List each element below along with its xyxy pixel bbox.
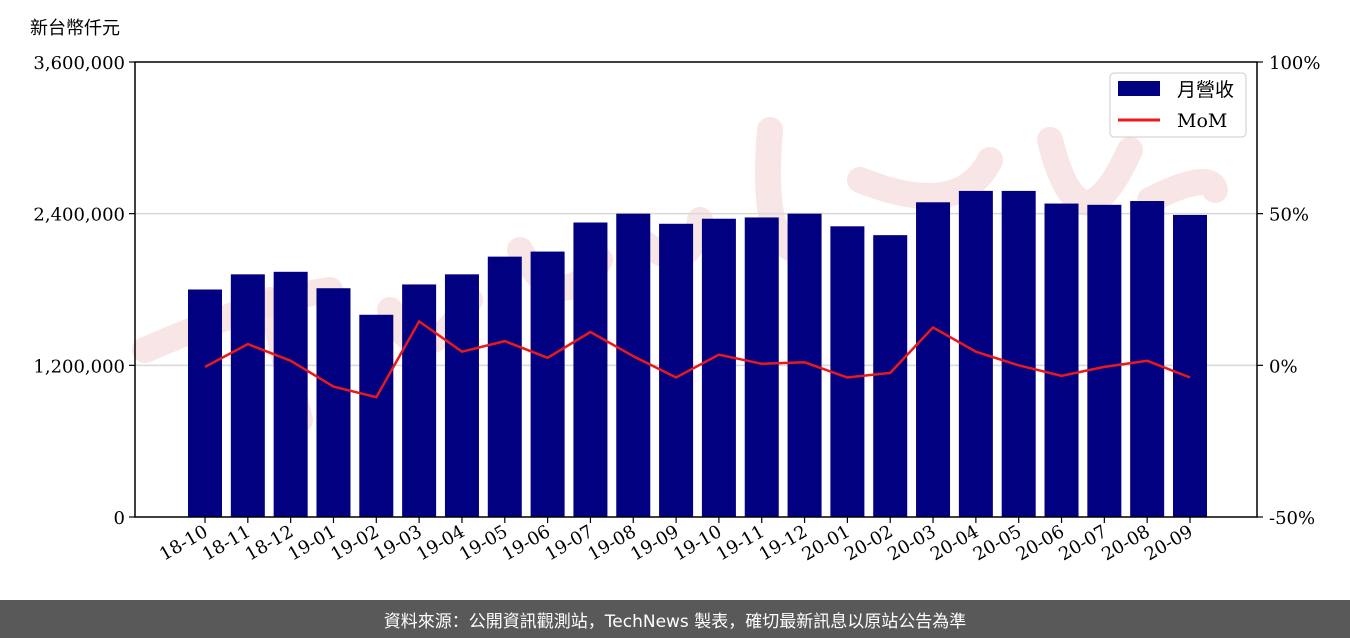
x-tick-label: 19-02: [327, 521, 382, 565]
x-tick-label: 19-01: [285, 521, 340, 565]
bar-19-01: [316, 288, 351, 517]
bar-20-07: [1087, 204, 1122, 517]
bar-18-12: [273, 271, 308, 517]
left-y-axis: 0 1,200,000 2,400,000 3,600,000: [33, 53, 135, 529]
x-tick-label: 19-10: [670, 521, 725, 565]
x-tick-label: 19-11: [713, 521, 768, 565]
bar-20-09: [1173, 214, 1207, 518]
bar-19-05: [487, 256, 522, 517]
bar-18-10: [188, 289, 222, 517]
legend: 月營收 MoM: [1109, 72, 1247, 138]
x-tick-label: 19-08: [584, 521, 639, 565]
x-tick-label: 20-09: [1141, 521, 1196, 565]
right-tick-label: -50%: [1269, 508, 1315, 529]
x-tick-label: 18-12: [242, 521, 297, 565]
x-tick-label: 20-05: [970, 521, 1025, 565]
chart: 新台幣仟元 0 1,200,000 2,400,000 3,600,000 -50% 0…: [30, 18, 1320, 565]
bar-19-04: [444, 274, 479, 517]
bar-20-08: [1130, 201, 1165, 517]
left-tick-label: 0: [114, 508, 125, 529]
x-tick-label: 19-07: [541, 521, 596, 565]
legend-bar-swatch: [1118, 81, 1160, 96]
footer-source-note: 資料來源：公開資訊觀測站，TechNews 製表，確切最新訊息以原站公告為準: [0, 600, 1350, 638]
x-tick-label: 19-12: [756, 521, 811, 565]
x-tick-label: 19-04: [413, 521, 468, 565]
bar-18-11: [230, 274, 265, 517]
bar-20-01: [830, 226, 865, 518]
bar-series: [188, 190, 1207, 518]
x-tick-label: 20-04: [927, 521, 982, 565]
legend-label-revenue: 月營收: [1177, 79, 1234, 101]
x-tick-label: 19-05: [456, 521, 511, 565]
bar-19-10: [701, 218, 736, 517]
bar-19-02: [359, 314, 394, 517]
legend-label-mom: MoM: [1177, 110, 1227, 132]
y-axis-unit-label: 新台幣仟元: [30, 18, 120, 39]
left-tick-label: 1,200,000: [33, 356, 125, 377]
bar-19-03: [402, 284, 437, 517]
bar-19-07: [573, 222, 608, 517]
x-tick-label: 19-09: [627, 521, 682, 565]
bar-20-06: [1044, 203, 1079, 518]
right-tick-label: 0%: [1269, 356, 1298, 377]
x-tick-label: 20-08: [1098, 521, 1153, 565]
bar-19-06: [530, 251, 565, 518]
x-tick-label: 18-10: [156, 521, 211, 565]
bar-20-03: [916, 202, 951, 517]
mom-line-series: [204, 319, 1191, 399]
x-tick-label: 19-03: [370, 521, 425, 565]
right-tick-label: 50%: [1269, 205, 1309, 226]
plot-frame: [134, 61, 1258, 518]
right-tick-label: 100%: [1269, 53, 1320, 74]
x-tick-label: 20-03: [884, 521, 939, 565]
bar-20-02: [873, 235, 908, 517]
right-y-axis: -50% 0% 50% 100%: [1257, 53, 1320, 529]
bar-19-08: [616, 213, 651, 517]
x-axis: 18-1018-1118-1219-0119-0219-0319-0419-05…: [156, 517, 1197, 565]
x-tick-label: 18-11: [199, 521, 254, 565]
left-tick-label: 3,600,000: [33, 53, 125, 74]
bar-20-05: [1001, 190, 1036, 517]
x-tick-label: 20-02: [841, 521, 896, 565]
x-tick-label: 20-06: [1013, 521, 1068, 565]
bar-20-04: [958, 190, 993, 517]
x-tick-label: 20-07: [1055, 521, 1110, 565]
left-tick-label: 2,400,000: [33, 205, 125, 226]
x-tick-label: 20-01: [798, 521, 853, 565]
x-tick-label: 19-06: [499, 521, 554, 565]
bar-19-11: [744, 217, 779, 518]
